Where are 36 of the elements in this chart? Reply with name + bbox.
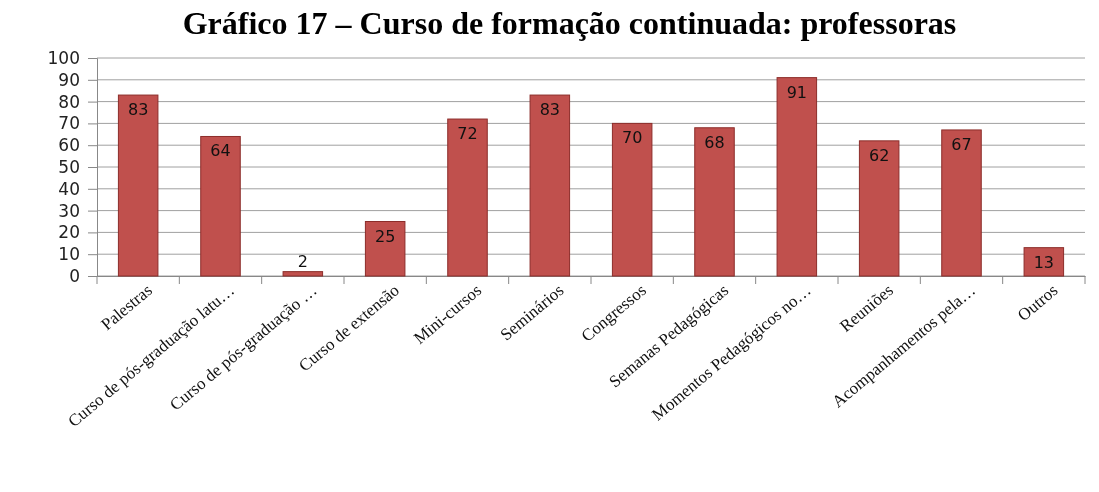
data-label: 2 — [297, 251, 308, 271]
data-label: 83 — [127, 100, 149, 120]
bar — [282, 271, 324, 277]
data-label: 67 — [951, 134, 972, 154]
y-tick-label: 40 — [58, 178, 80, 199]
data-label: 72 — [457, 124, 478, 144]
data-label: 13 — [1033, 252, 1055, 272]
bar — [447, 118, 488, 277]
chart-title: Gráfico 17 – Curso de formação continuada: professoras — [182, 5, 957, 41]
bar — [694, 127, 735, 277]
y-tick-label: 30 — [58, 200, 80, 221]
data-label: 68 — [704, 132, 725, 152]
y-tick-label: 80 — [58, 91, 80, 112]
y-tick-label: 0 — [69, 265, 80, 286]
bar — [611, 122, 653, 277]
y-tick-label: 100 — [47, 47, 80, 68]
y-tick-label: 20 — [58, 222, 80, 243]
y-tick-label: 90 — [58, 69, 80, 90]
y-tick-label: 70 — [58, 113, 80, 134]
bar — [200, 135, 241, 277]
bar — [117, 94, 159, 277]
bar — [529, 94, 571, 277]
bar — [941, 129, 982, 277]
bar — [1023, 247, 1065, 277]
bar — [858, 140, 900, 277]
data-label: 64 — [210, 141, 231, 161]
data-label: 62 — [868, 145, 890, 165]
data-label: 25 — [374, 226, 396, 246]
y-tick-label: 50 — [58, 156, 80, 177]
bar — [364, 221, 406, 277]
data-label: 91 — [786, 82, 808, 102]
data-label: 83 — [539, 100, 561, 120]
data-label: 70 — [621, 128, 643, 148]
y-tick-label: 60 — [58, 135, 80, 156]
y-tick-label: 10 — [58, 244, 80, 265]
bar — [776, 77, 818, 277]
